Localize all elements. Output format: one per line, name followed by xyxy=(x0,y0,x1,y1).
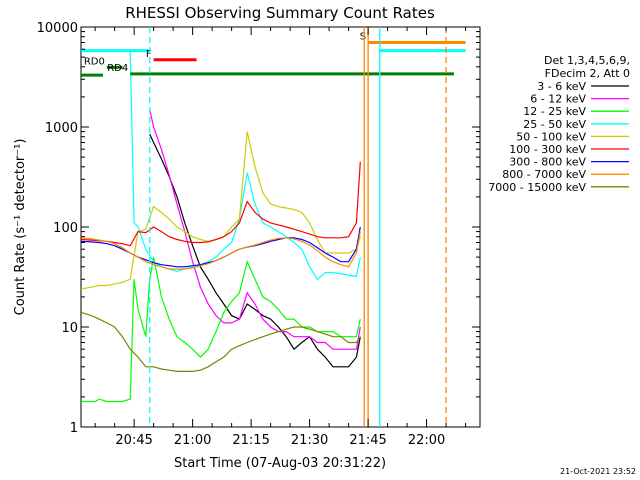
status-bar-label: F xyxy=(146,49,152,60)
legend-label: 800 - 7000 keV xyxy=(502,168,586,181)
status-bar-label: RD0 xyxy=(84,56,105,67)
y-tick-label: 10000 xyxy=(37,21,78,36)
series-line-100-300-kev xyxy=(81,161,361,247)
y-tick-label: 10 xyxy=(61,321,78,336)
legend-label: 50 - 100 keV xyxy=(516,130,586,143)
status-bar-label: RD4 xyxy=(107,63,128,74)
legend-header-line-2: FDecim 2, Att 0 xyxy=(545,67,630,80)
series-line-7000-15000-kev xyxy=(81,311,361,372)
legend-label: 3 - 6 keV xyxy=(537,80,586,93)
x-tick-label: 21:00 xyxy=(174,433,211,448)
plot-area: NFSRD0RD4 xyxy=(80,26,481,428)
legend-label: 300 - 800 keV xyxy=(509,156,586,169)
series-line-25-50-kev xyxy=(81,50,361,281)
legend-label: 12 - 25 keV xyxy=(523,105,586,118)
y-tick-label: 1 xyxy=(70,421,78,436)
series-group: NFSRD0RD4 xyxy=(81,27,466,427)
legend: Det 1,3,4,5,6,9, FDecim 2, Att 0 3 - 6 k… xyxy=(488,54,630,194)
timestamp: 21-Oct-2021 23:52 xyxy=(560,467,636,476)
x-tick-label: 22:00 xyxy=(408,433,445,448)
series-line-6-12-kev xyxy=(149,109,361,350)
legend-label: 100 - 300 keV xyxy=(509,143,586,156)
series-line-3-6-kev xyxy=(149,133,361,368)
y-axis: 1 10 100 1000 10000 xyxy=(37,21,480,436)
x-tick-label: 21:15 xyxy=(232,433,269,448)
y-tick-label: 1000 xyxy=(45,121,78,136)
chart-title: RHESSI Observing Summary Count Rates xyxy=(125,4,435,22)
series-line-12-25-kev xyxy=(81,256,361,403)
legend-label: 6 - 12 keV xyxy=(530,93,586,106)
x-tick-label: 21:45 xyxy=(349,433,386,448)
x-tick-label: 20:45 xyxy=(115,433,152,448)
status-bar-label: S xyxy=(360,31,366,42)
legend-label: 7000 - 15000 keV xyxy=(488,181,586,194)
series-line-800-7000-kev xyxy=(81,231,361,270)
x-axis: 20:45 21:00 21:15 21:30 21:45 22:00 xyxy=(94,27,467,448)
x-axis-label: Start Time (07-Aug-03 20:31:22) xyxy=(174,456,386,471)
x-tick-label: 21:30 xyxy=(291,433,328,448)
legend-header-line-1: Det 1,3,4,5,6,9, xyxy=(544,54,630,67)
legend-label: 25 - 50 keV xyxy=(523,118,586,131)
y-axis-label: Count Rate (s⁻¹ detector⁻¹) xyxy=(13,139,28,316)
y-tick-label: 100 xyxy=(53,221,78,236)
